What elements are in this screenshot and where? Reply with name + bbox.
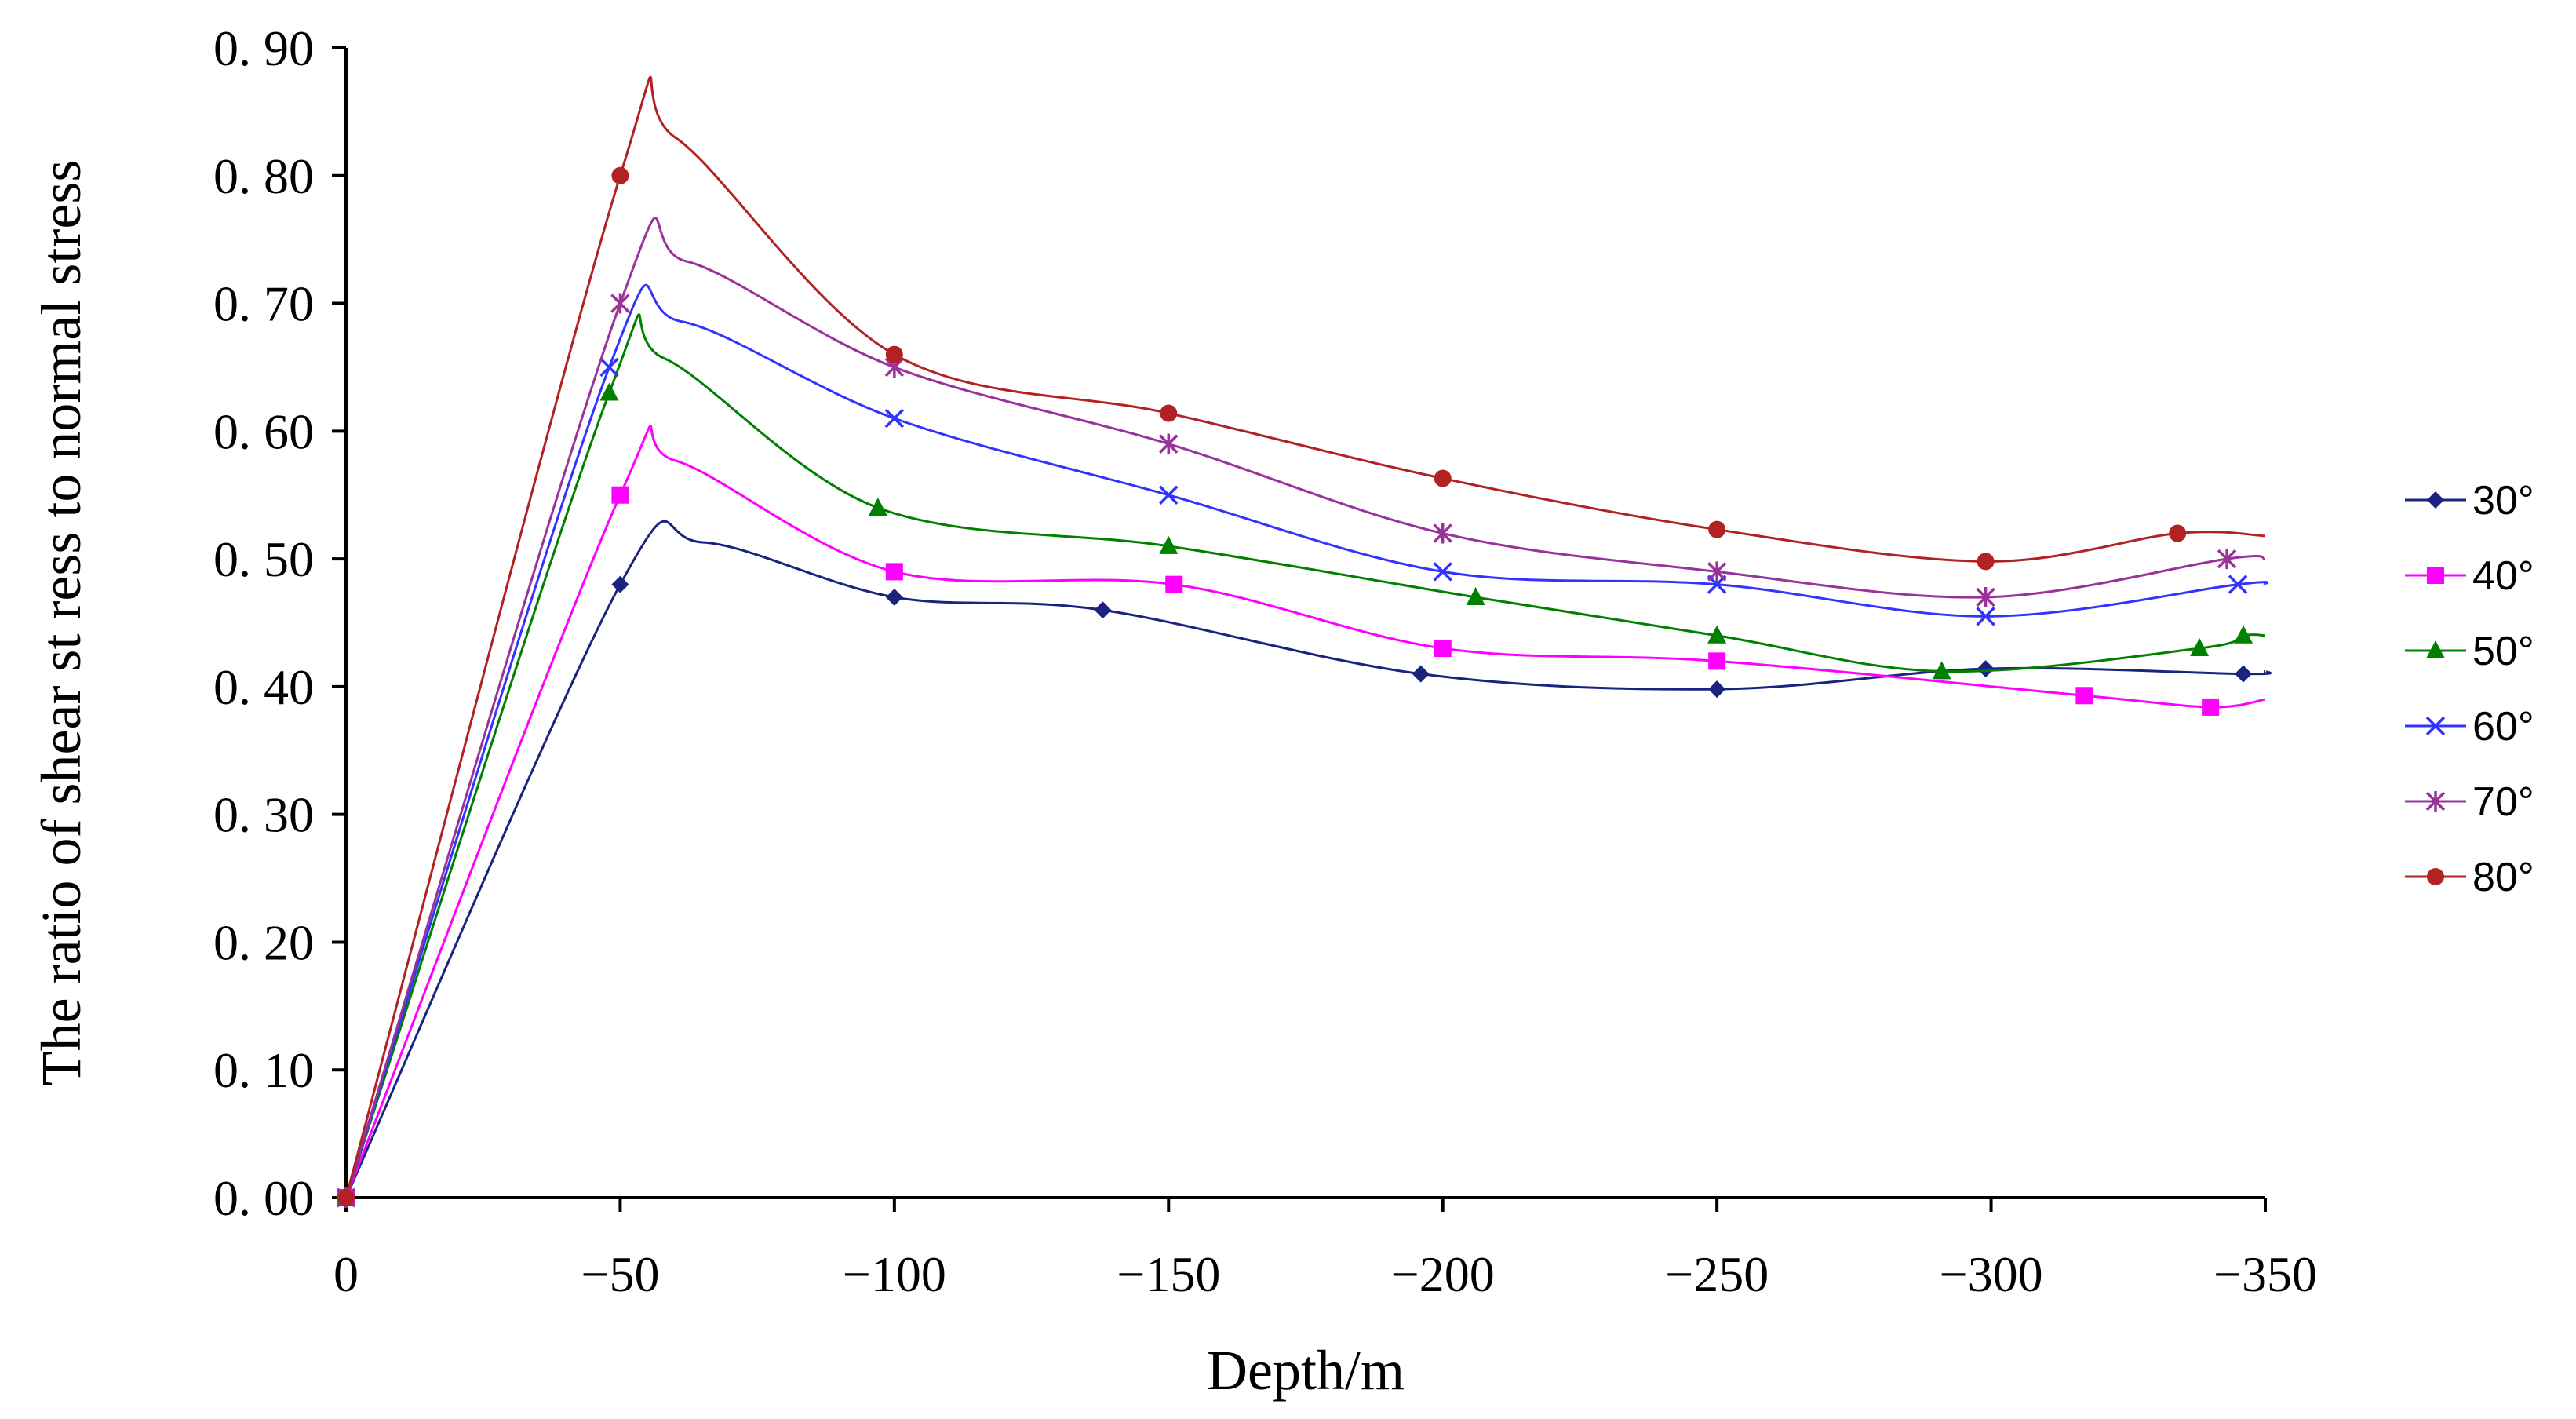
data-point (611, 166, 629, 184)
x-tick-label: −300 (1940, 1246, 2043, 1302)
y-tick-label: 0. 30 (213, 787, 314, 843)
data-point (2235, 665, 2253, 683)
legend-marker (2426, 640, 2445, 658)
x-tick-label: −150 (1117, 1246, 1220, 1302)
legend-marker (2427, 567, 2444, 584)
data-point (2190, 638, 2210, 657)
y-tick-label: 0. 70 (213, 276, 314, 332)
x-tick-label: −250 (1665, 1246, 1769, 1302)
data-point (610, 293, 630, 314)
y-tick-label: 0. 80 (213, 148, 314, 204)
legend-label: 80° (2472, 855, 2534, 900)
data-point (1159, 433, 1179, 454)
data-point (2228, 575, 2248, 594)
x-tick-label: −50 (581, 1246, 659, 1302)
data-point (1412, 665, 1430, 683)
legend-label: 70° (2472, 779, 2534, 825)
series-line (344, 425, 2266, 1198)
y-tick-label: 0. 50 (213, 531, 314, 587)
legend: 30° 40° 50° 60° 70° 80° (2405, 478, 2534, 900)
data-point (1159, 485, 1179, 505)
data-point (611, 486, 629, 504)
data-point (611, 575, 629, 593)
y-axis-title: The ratio of shear st ress to normal str… (30, 160, 93, 1086)
data-point (337, 1189, 355, 1206)
series-1 (337, 425, 2266, 1206)
data-point (1707, 561, 1727, 582)
data-point (599, 357, 619, 378)
data-point (1977, 660, 1995, 678)
x-tick-label: −100 (843, 1246, 946, 1302)
data-point (1976, 586, 1995, 607)
y-tick-label: 0. 60 (213, 403, 314, 459)
data-point (2234, 625, 2254, 644)
series-line (344, 283, 2269, 1198)
data-point (1707, 625, 1727, 644)
series-5 (337, 75, 2266, 1206)
data-point (1094, 601, 1112, 619)
data-point (1708, 520, 1726, 538)
y-tick-label: 0. 90 (213, 20, 314, 76)
legend-marker (2427, 868, 2444, 885)
data-point (1159, 535, 1179, 554)
legend-marker (2425, 791, 2446, 812)
data-point (1165, 575, 1183, 593)
legend-label: 40° (2472, 553, 2534, 599)
data-point (1976, 607, 1995, 626)
axes: 0. 00 0. 10 0. 20 0. 30 0. 40 0. 50 0. 60 0. 70… (213, 20, 2317, 1302)
data-point (1708, 680, 1726, 699)
data-point (2217, 549, 2237, 570)
data-point (2075, 687, 2093, 705)
data-point (1977, 553, 1995, 571)
data-point (885, 588, 903, 606)
data-point (884, 408, 905, 429)
legend-marker (2425, 716, 2446, 736)
data-point (1708, 652, 1726, 670)
data-point (885, 563, 903, 581)
legend-label: 50° (2472, 629, 2534, 674)
series-3 (336, 283, 2269, 1208)
data-point (2202, 698, 2220, 716)
data-point (1434, 469, 1452, 487)
data-point (599, 382, 619, 401)
data-point (1434, 640, 1452, 658)
data-point (1160, 404, 1178, 422)
series-line (344, 75, 2266, 1198)
data-point (2169, 524, 2187, 542)
legend-label: 60° (2472, 704, 2534, 750)
data-point (1466, 586, 1485, 605)
y-tick-label: 0. 00 (213, 1170, 314, 1226)
data-point (885, 345, 903, 363)
data-point (868, 498, 887, 516)
series-0 (337, 520, 2272, 1206)
x-tick-label: 0 (333, 1246, 359, 1302)
x-tick-label: −350 (2213, 1246, 2317, 1302)
series-line (344, 217, 2266, 1198)
x-axis-title: Depth/m (1207, 1339, 1405, 1402)
series-group (336, 75, 2272, 1208)
y-tick-label: 0. 10 (213, 1042, 314, 1098)
legend-label: 30° (2472, 478, 2534, 523)
data-point (1932, 661, 1951, 680)
data-point (1433, 523, 1452, 544)
y-tick-label: 0. 20 (213, 914, 314, 970)
series-line (344, 520, 2272, 1198)
data-point (1433, 562, 1452, 582)
series-2 (337, 313, 2266, 1206)
y-tick-label: 0. 40 (213, 659, 314, 715)
x-tick-label: −200 (1391, 1246, 1495, 1302)
legend-marker (2427, 491, 2444, 509)
series-4 (336, 217, 2266, 1208)
